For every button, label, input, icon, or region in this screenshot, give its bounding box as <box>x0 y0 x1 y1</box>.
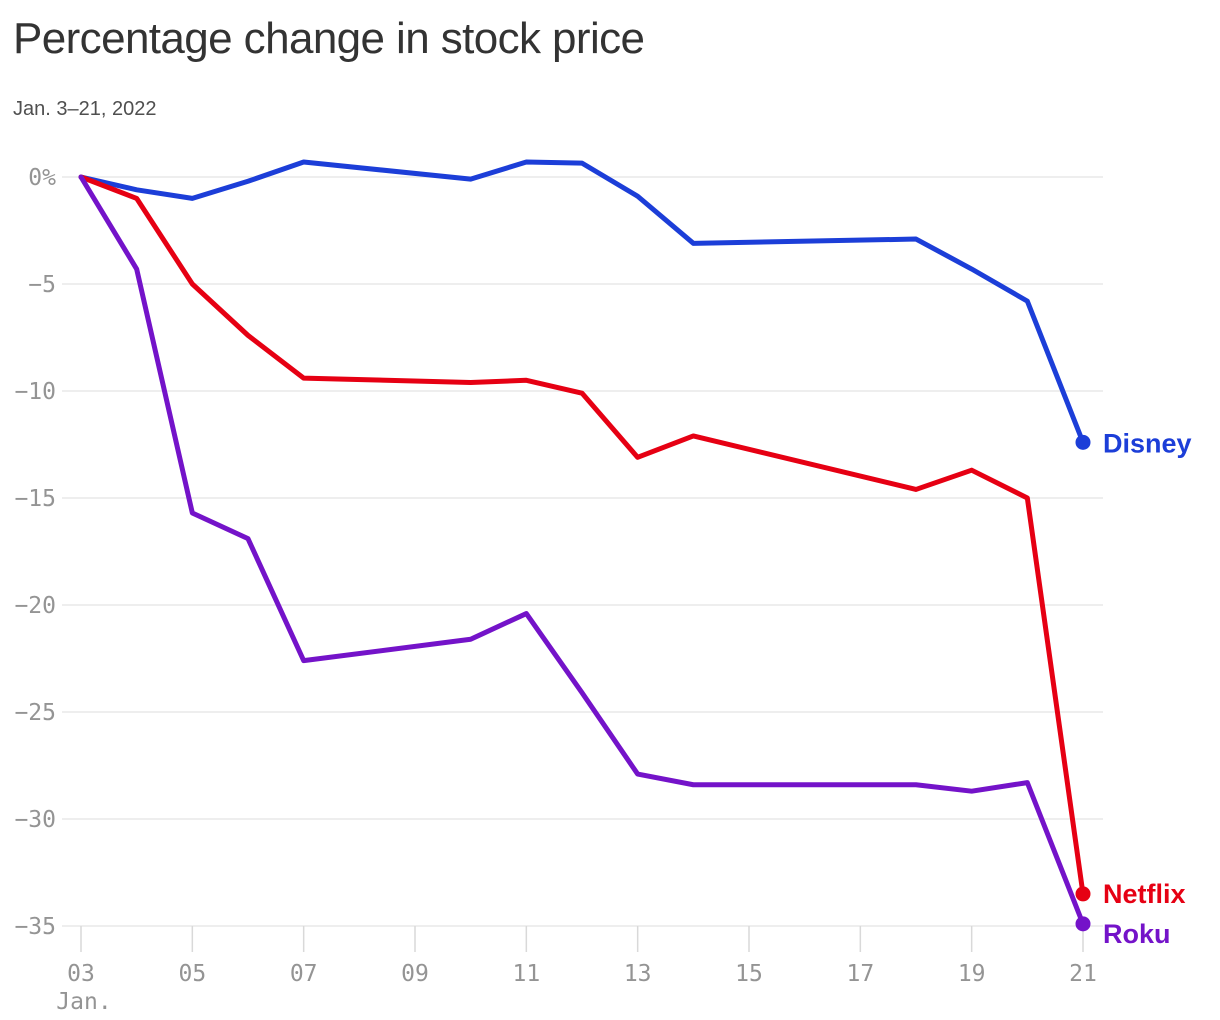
series-end-dot-netflix <box>1075 886 1091 902</box>
y-axis-tick-label: −30 <box>14 807 56 833</box>
series-end-dot-disney <box>1075 434 1091 450</box>
y-axis-tick-label: 0% <box>28 165 56 191</box>
x-axis-tick-label: 15 <box>735 961 763 987</box>
series-label-netflix: Netflix <box>1103 879 1186 909</box>
series-label-disney: Disney <box>1103 428 1192 458</box>
series-line-disney <box>78 159 1086 445</box>
x-axis-tick-label: 07 <box>290 961 318 987</box>
x-axis-tick-label: 19 <box>958 961 986 987</box>
series-line-roku <box>78 174 1086 927</box>
x-axis-tick-label: 21 <box>1069 961 1097 987</box>
x-axis-tick-label: 03 <box>67 961 95 987</box>
y-axis-tick-label: −20 <box>14 593 56 619</box>
y-axis-tick-label: −25 <box>14 700 56 726</box>
x-axis-tick-label: 09 <box>401 961 429 987</box>
x-axis-tick-label: 11 <box>512 961 540 987</box>
series-label-roku: Roku <box>1103 919 1171 949</box>
x-axis-tick-label: 17 <box>846 961 874 987</box>
y-axis-tick-label: −15 <box>14 486 56 512</box>
y-axis-tick-label: −10 <box>14 379 56 405</box>
series-line-netflix <box>78 174 1086 897</box>
y-axis-tick-label: −35 <box>14 914 56 940</box>
x-axis-tick-label: 13 <box>624 961 652 987</box>
chart-subtitle: Jan. 3–21, 2022 <box>13 98 157 120</box>
x-axis-tick-label: 05 <box>178 961 206 987</box>
series-end-dot-roku <box>1075 916 1091 932</box>
y-axis-tick-label: −5 <box>28 272 56 298</box>
x-axis-month-label: Jan. <box>56 989 111 1015</box>
chart-title: Percentage change in stock price <box>13 14 645 63</box>
